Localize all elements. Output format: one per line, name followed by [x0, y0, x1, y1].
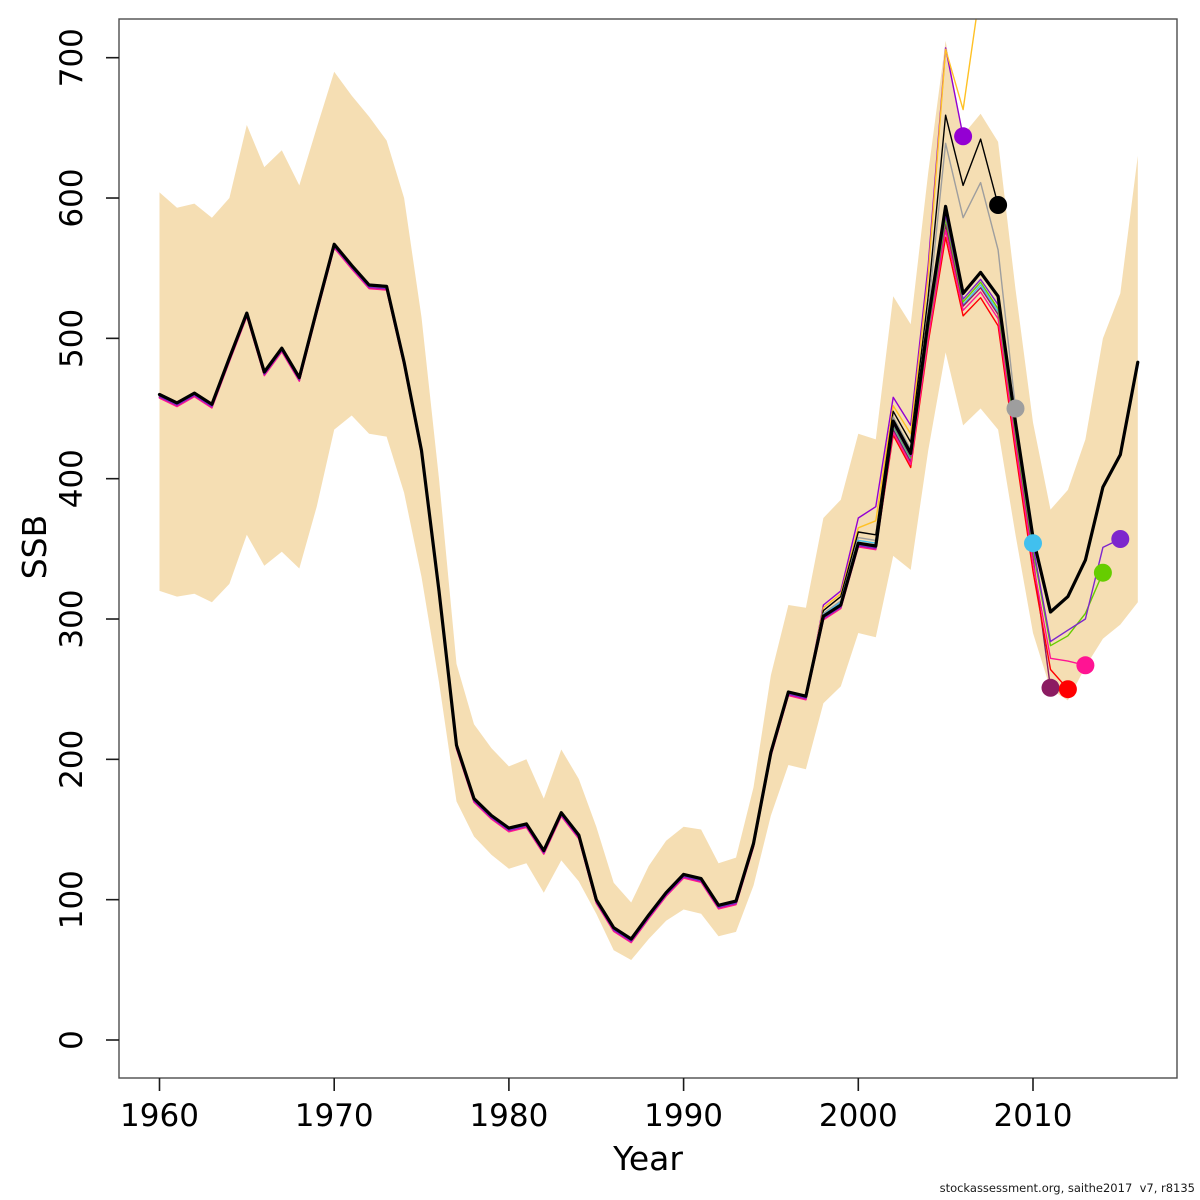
retro-endpoint-2008: [989, 196, 1008, 214]
retro-endpoint-2013: [1076, 656, 1095, 675]
y-tick-label-100: 100: [54, 870, 90, 929]
x-tick-label-2010: 2010: [994, 1098, 1073, 1134]
retro-endpoint-2015: [1111, 530, 1130, 548]
confidence-band: [159, 40, 1138, 960]
x-tick-label-2000: 2000: [819, 1098, 898, 1134]
y-tick-label-700: 700: [54, 28, 90, 87]
retro-endpoint-2010: [1024, 534, 1042, 553]
x-tick-label-1990: 1990: [644, 1098, 723, 1134]
watermark: stockassessment.org, saithe2017 v7, r813…: [939, 1181, 1195, 1195]
y-tick-label-300: 300: [54, 589, 90, 648]
y-tick-label-0: 0: [54, 1030, 90, 1050]
y-tick-label-500: 500: [54, 309, 90, 368]
x-tick-label-1970: 1970: [295, 1098, 374, 1134]
retro-endpoint-2011: [1041, 678, 1060, 697]
x-tick-label-1960: 1960: [120, 1098, 199, 1134]
y-tick-label-400: 400: [54, 449, 90, 508]
retro-endpoint-2006: [954, 127, 973, 146]
ssb-main-line: [157, 204, 1140, 941]
x-tick-label-1980: 1980: [469, 1098, 548, 1134]
y-tick-label-200: 200: [54, 730, 90, 789]
retro-endpoint-2009: [1006, 399, 1025, 418]
plot-border: [118, 18, 1178, 1079]
x-axis-title: Year: [612, 1139, 683, 1178]
retro-endpoint-2014: [1093, 563, 1112, 582]
plot-area: [157, 19, 1140, 960]
y-axis-title: SSB: [15, 515, 54, 580]
y-tick-label-600: 600: [54, 168, 90, 227]
retro-endpoint-2012: [1058, 680, 1077, 699]
